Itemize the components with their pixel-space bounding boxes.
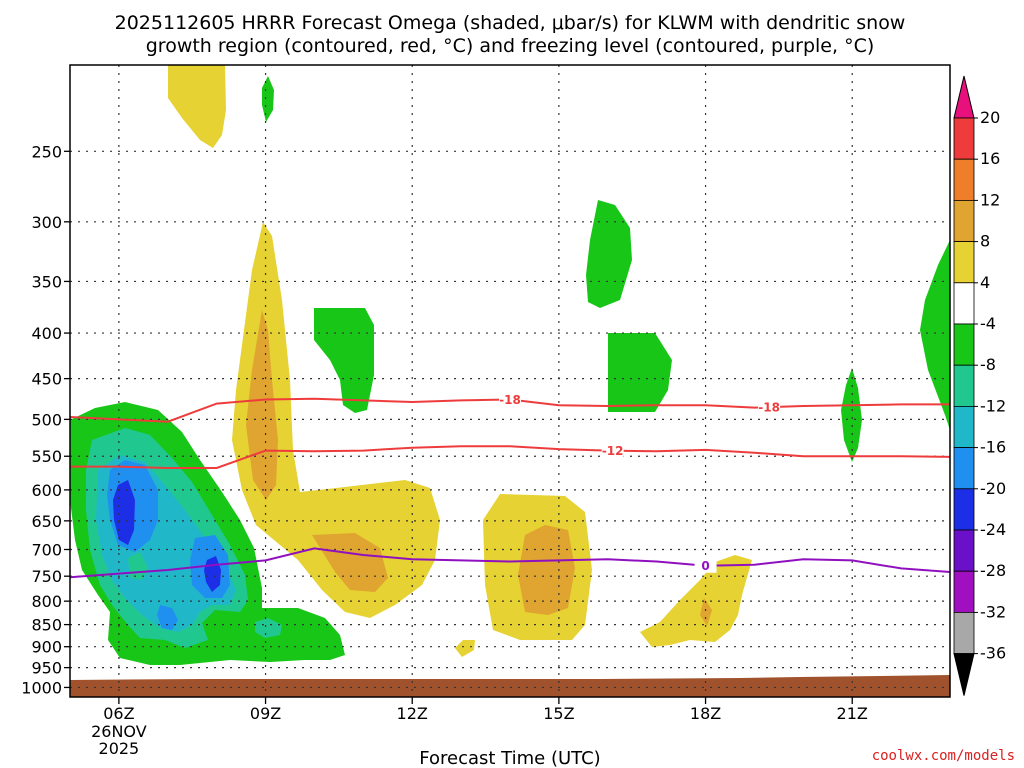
y-tick-label: 800 — [31, 592, 62, 611]
colorbar-segment — [953, 447, 975, 490]
omega-region-subsidence-09z — [232, 222, 440, 618]
colorbar-label: 4 — [980, 273, 990, 292]
y-tick-label: 850 — [31, 616, 62, 635]
colorbar-label: -20 — [980, 479, 1006, 498]
omega-region-ascent-teal-small — [255, 618, 282, 638]
y-tick-label: 900 — [31, 638, 62, 657]
colorbar-segment — [953, 282, 975, 325]
contour-label-bg — [499, 392, 521, 407]
colorbar-label: 20 — [980, 108, 1000, 127]
terrain-ground — [70, 675, 950, 697]
gridlines — [70, 65, 950, 697]
colorbar-top-arrow — [953, 75, 975, 119]
x-tick-year: 2025 — [99, 739, 140, 758]
colorbar-label: -28 — [980, 561, 1006, 580]
colorbar-label: -24 — [980, 520, 1006, 539]
x-tick-label: 21Z — [837, 704, 868, 723]
y-tick-label: 400 — [31, 324, 62, 343]
omega-region-green-16z-upper — [586, 200, 632, 308]
y-tick-label: 1000 — [21, 678, 62, 697]
y-tick-label: 650 — [31, 512, 62, 531]
colorbar-segment — [953, 570, 975, 613]
contour-label: 0 — [701, 559, 709, 573]
y-tick-label: 500 — [31, 410, 62, 429]
colorbar-segment — [953, 529, 975, 572]
colorbar-label: -16 — [980, 438, 1006, 457]
colorbar-segment — [953, 364, 975, 407]
y-tick-label: 550 — [31, 447, 62, 466]
y-tick-label: 450 — [31, 370, 62, 389]
y-tick-label: 350 — [31, 272, 62, 291]
colorbar-label: -32 — [980, 602, 1006, 621]
colorbar-bottom-arrow — [953, 653, 975, 696]
contour-label-bg — [758, 400, 781, 415]
x-tick-label: 15Z — [543, 704, 574, 723]
x-tick-label: 18Z — [690, 704, 721, 723]
y-tick-label: 600 — [31, 481, 62, 500]
x-tick-date: 26NOV — [91, 722, 147, 741]
omega-region-green-21z — [841, 368, 862, 462]
x-tick-label: 06Z — [103, 704, 134, 723]
contour-label: -12 — [602, 444, 624, 458]
chart-title-line-2: growth region (contoured, red, °C) and f… — [146, 35, 875, 57]
colorbar-segment — [953, 117, 975, 160]
contour-label: -18 — [758, 401, 780, 415]
y-tick-label: 300 — [31, 213, 62, 232]
contour-label-bg — [601, 443, 624, 458]
omega-region-orange-09z — [246, 310, 278, 500]
omega-region-ascent-blue-deep-1 — [113, 480, 135, 545]
x-axis-label: Forecast Time (UTC) — [419, 748, 600, 768]
colorbar: 20 16 12 8 4 -4 -8 -12 -16 -20 -24 -28 -32 -36 — [953, 75, 1006, 696]
colorbar-label: -8 — [980, 355, 996, 374]
omega-region-small-12z — [455, 640, 475, 657]
x-tick-label: 12Z — [397, 704, 428, 723]
colorbar-segment — [953, 488, 975, 531]
contour-label: -18 — [499, 393, 521, 407]
chart-title-line-1: 2025112605 HRRR Forecast Omega (shaded, … — [115, 12, 906, 34]
colorbar-label: -4 — [980, 314, 996, 333]
omega-region-orange-10z — [312, 533, 388, 592]
colorbar-label: -36 — [980, 644, 1006, 663]
y-tick-label: 950 — [31, 659, 62, 678]
colorbar-segment — [953, 158, 975, 201]
contour-line-2 — [70, 547, 950, 579]
omega-region-green-23z — [920, 240, 950, 430]
colorbar-segment — [953, 241, 975, 284]
colorbar-segment — [953, 199, 975, 242]
colorbar-segment — [953, 612, 975, 655]
colorbar-segment — [953, 323, 975, 366]
omega-region-upper-07z — [168, 65, 226, 148]
x-tick-label: 09Z — [250, 704, 281, 723]
y-tick-label: 700 — [31, 541, 62, 560]
omega-region-orange-18z — [700, 598, 712, 626]
contour-line-1 — [70, 445, 950, 469]
y-tick-label: 750 — [31, 567, 62, 586]
plot-frame — [69, 64, 951, 698]
plot-area: -18 -18 -12 0 — [70, 65, 950, 697]
omega-region-subsidence-18z — [640, 555, 752, 647]
omega-region-green-08z-top — [262, 76, 274, 122]
colorbar-label: 8 — [980, 232, 990, 251]
isotherm-contours: -18 -18 -12 0 — [70, 392, 950, 579]
colorbar-segment — [953, 405, 975, 448]
contour-label-bg — [694, 558, 717, 573]
credit-text: coolwx.com/models — [872, 748, 1015, 764]
omega-region-ascent-blue-small — [157, 605, 178, 630]
colorbar-label: 16 — [980, 149, 1000, 168]
omega-region-green-16z-lower — [608, 333, 672, 412]
colorbar-label: -12 — [980, 396, 1006, 415]
y-tick-label: 250 — [31, 142, 62, 161]
y-axis: 250 300 350 400 450 500 550 600 650 700 750 800 850 9… — [21, 142, 70, 697]
omega-region-green-11z — [314, 308, 374, 413]
colorbar-label: 12 — [980, 190, 1000, 209]
omega-region-orange-15z — [518, 525, 575, 615]
